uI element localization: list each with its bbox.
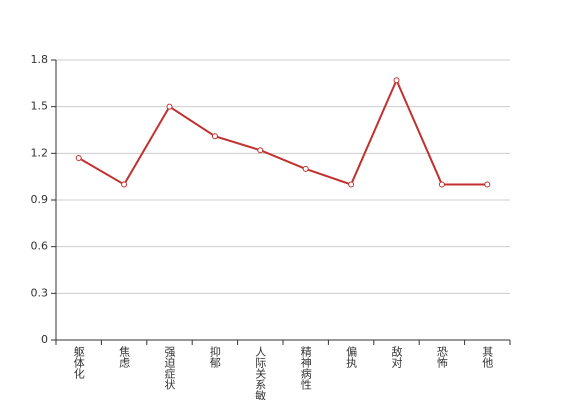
x-tick-label: 恐怖 — [435, 346, 448, 368]
y-tick-label: 0.6 — [31, 240, 49, 253]
point — [166, 103, 173, 110]
y-tick-label: 1.5 — [31, 100, 49, 113]
point — [75, 155, 82, 161]
point — [438, 181, 445, 188]
point — [211, 133, 218, 140]
y-tick-label: 1.2 — [31, 146, 49, 159]
x-tick-label: 躯体化 — [72, 346, 85, 380]
point — [393, 77, 400, 84]
point — [348, 181, 355, 188]
x-tick-label: 敌对 — [390, 345, 403, 368]
x-tick-label: 偏执 — [345, 345, 358, 369]
line — [78, 77, 488, 186]
x-tick-label: 精神病性 — [299, 346, 312, 391]
y-tick-label: 0.3 — [31, 286, 49, 299]
x-tick-label: 强迫症状 — [163, 346, 176, 390]
point — [484, 181, 491, 188]
point — [121, 181, 128, 188]
y-tick-label: 0.9 — [31, 193, 49, 206]
y-tick-label: 1.8 — [31, 53, 49, 66]
y-tick-label: 0 — [41, 333, 48, 346]
x-tick-label: 其他 — [481, 346, 494, 368]
point — [257, 147, 264, 154]
x-tick-label: 抑郁 — [208, 345, 221, 368]
x-tick-label: 人际关系敏感 — [254, 346, 267, 400]
x-tick-label: 焦虑 — [118, 346, 131, 368]
point — [302, 165, 309, 172]
